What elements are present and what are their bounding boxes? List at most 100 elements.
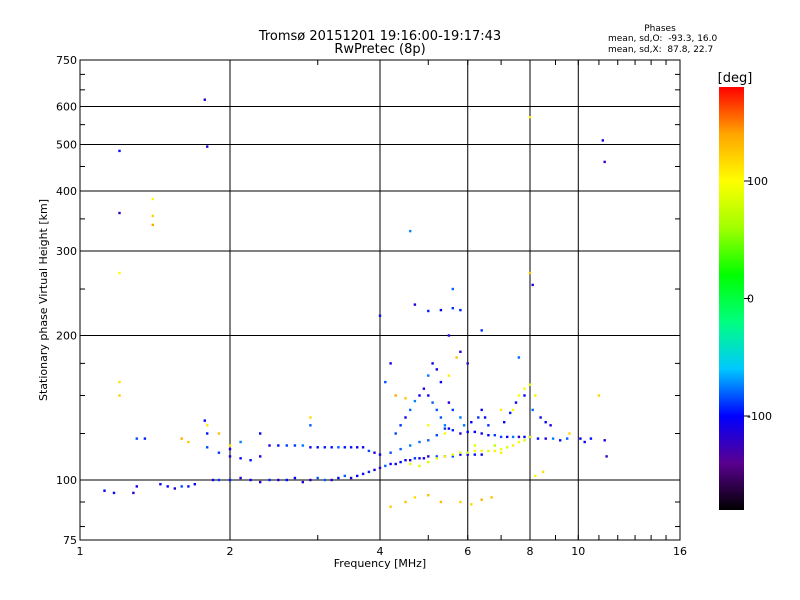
- echo-point: [323, 478, 326, 482]
- echo-point: [389, 451, 392, 454]
- echo-point: [443, 432, 447, 435]
- echo-point: [268, 444, 271, 447]
- echo-point: [404, 500, 407, 504]
- echo-point: [439, 500, 443, 504]
- echo-point: [473, 449, 476, 453]
- echo-point: [187, 485, 190, 488]
- echo-point: [531, 408, 534, 412]
- echo-point: [517, 435, 521, 439]
- echo-point: [466, 451, 469, 454]
- echo-point: [427, 374, 430, 377]
- phase-colorbar: [deg] 100 0 -100: [718, 71, 772, 510]
- echo-point: [511, 408, 515, 412]
- echo-point: [217, 451, 221, 454]
- echo-point: [389, 462, 392, 466]
- echo-point: [603, 439, 606, 442]
- colorbar-tick-label: 100: [747, 175, 768, 188]
- colorbar-label: [deg]: [718, 71, 753, 86]
- echo-point: [511, 444, 515, 447]
- echo-point: [239, 457, 242, 460]
- echo-point: [418, 440, 421, 444]
- echo-point: [151, 197, 154, 201]
- echo-point: [523, 387, 526, 390]
- echo-point: [480, 408, 483, 412]
- y-tick-label: 400: [56, 185, 77, 198]
- echo-point: [206, 424, 209, 427]
- echo-point: [427, 494, 430, 497]
- echo-point: [268, 478, 271, 482]
- echo-point: [480, 329, 483, 332]
- echo-point: [480, 432, 483, 435]
- echo-point: [356, 474, 359, 478]
- echo-point: [378, 453, 382, 456]
- chart-subtitle: RwPretec (8p): [334, 42, 425, 57]
- y-tick-label: 300: [56, 245, 77, 258]
- echo-point: [427, 439, 430, 442]
- echo-point: [180, 485, 183, 488]
- echo-point: [384, 380, 387, 384]
- x-tick-label: 16: [673, 545, 687, 558]
- echo-point: [490, 496, 493, 499]
- echo-point: [559, 439, 562, 442]
- echo-point: [187, 440, 190, 444]
- echo-point: [528, 271, 532, 275]
- echo-point: [316, 476, 319, 480]
- echo-point: [361, 446, 365, 449]
- echo-point: [394, 432, 397, 435]
- echo-point: [531, 283, 534, 287]
- echo-point: [451, 455, 454, 458]
- y-tick-label: 500: [56, 139, 77, 152]
- echo-point: [132, 491, 135, 495]
- echo-point: [394, 394, 397, 397]
- y-tick-label: 600: [56, 101, 77, 114]
- echo-point: [451, 408, 454, 412]
- echo-point: [316, 446, 319, 449]
- echo-point: [487, 449, 490, 453]
- echo-point: [511, 435, 515, 439]
- echo-point: [459, 350, 462, 353]
- echo-point: [389, 362, 392, 365]
- echo-point: [435, 408, 438, 412]
- echo-point: [239, 476, 242, 480]
- echo-point: [143, 437, 147, 440]
- echo-point: [597, 394, 601, 397]
- echo-point: [447, 427, 451, 430]
- y-tick-label: 75: [63, 534, 77, 547]
- echo-point: [239, 440, 242, 444]
- echo-point: [151, 223, 154, 227]
- echo-point: [517, 356, 521, 359]
- echo-point: [534, 394, 537, 397]
- echo-point: [517, 440, 521, 444]
- echo-point: [378, 314, 382, 317]
- echo-point: [435, 457, 438, 460]
- echo-point: [159, 483, 162, 486]
- y-axis-label: Stationary phase Virtual Height [km]: [37, 199, 50, 401]
- echo-point: [217, 432, 221, 435]
- echo-point: [309, 416, 312, 419]
- echo-point: [534, 474, 537, 478]
- echo-point: [499, 408, 503, 412]
- echo-point: [427, 460, 430, 464]
- echo-point: [418, 394, 421, 397]
- echo-point: [422, 457, 426, 460]
- echo-point: [413, 457, 417, 460]
- echo-point: [523, 439, 526, 442]
- echo-point: [480, 498, 483, 501]
- echo-point: [409, 408, 412, 412]
- echo-point: [330, 478, 333, 482]
- echo-point: [293, 444, 297, 447]
- echo-point: [536, 437, 540, 440]
- echo-point: [399, 447, 402, 451]
- echo-point: [135, 485, 138, 488]
- echo-point: [373, 451, 376, 454]
- echo-point: [473, 444, 476, 447]
- echo-point: [413, 496, 417, 499]
- echo-point: [427, 309, 430, 313]
- echo-point: [539, 416, 542, 419]
- echo-point: [409, 459, 412, 462]
- echo-point: [483, 416, 487, 419]
- echo-point: [277, 478, 280, 482]
- echo-point: [443, 424, 447, 427]
- echo-point: [528, 116, 532, 119]
